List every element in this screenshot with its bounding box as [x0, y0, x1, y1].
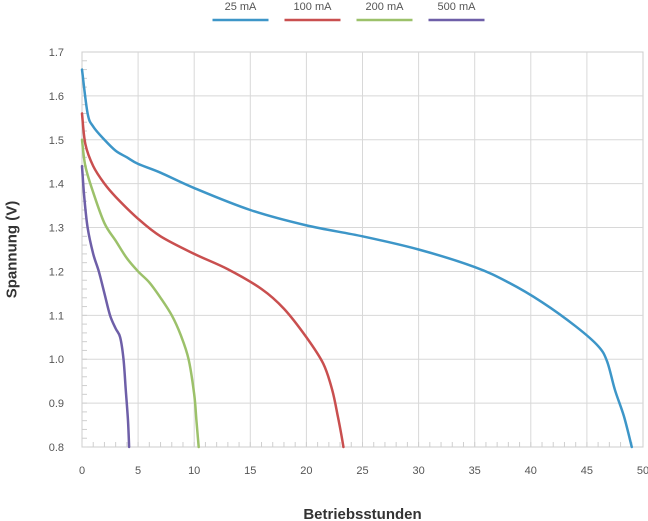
y-tick-label: 0.9	[49, 398, 64, 410]
x-tick-label: 5	[135, 465, 141, 477]
legend-item: 25 mA	[212, 1, 269, 22]
y-tick-label: 1.0	[49, 354, 64, 366]
grid	[82, 52, 643, 447]
x-tick-label: 35	[469, 465, 481, 477]
x-tick-label: 30	[412, 465, 424, 477]
x-axis-ticks: 0 5 10 15 20 25 30 35 40 45 50	[79, 465, 648, 477]
series-line-200-ma	[80, 138, 200, 449]
series-line-100-ma	[80, 112, 345, 449]
x-tick-label: 45	[581, 465, 593, 477]
y-tick-label: 0.8	[49, 442, 64, 454]
y-tick-label: 1.4	[49, 179, 64, 191]
y-tick-label: 1.5	[49, 135, 64, 147]
y-tick-label: 1.7	[49, 47, 64, 59]
legend-item: 100 mA	[284, 1, 341, 22]
series-line-500-ma	[80, 164, 131, 449]
y-axis-ticks: 0.8 0.9 1.0 1.1 1.2 1.3 1.4 1.5 1.6 1.7	[49, 47, 64, 454]
legend-label: 200 mA	[366, 1, 405, 13]
x-tick-label: 0	[79, 465, 85, 477]
legend-label: 25 mA	[225, 1, 257, 13]
y-tick-label: 1.2	[49, 266, 64, 278]
x-tick-label: 20	[300, 465, 312, 477]
x-tick-label: 10	[188, 465, 200, 477]
minor-ticks	[81, 51, 644, 448]
x-tick-label: 50	[637, 465, 648, 477]
series-line-25-ma	[80, 68, 634, 449]
y-tick-label: 1.1	[49, 310, 64, 322]
y-tick-label: 1.3	[49, 223, 64, 235]
legend-label: 500 mA	[438, 1, 477, 13]
series-layer	[80, 68, 634, 449]
x-axis-title: Betriebsstunden	[303, 506, 421, 521]
y-axis-title: Spannung (V)	[4, 201, 21, 299]
legend-label: 100 mA	[294, 1, 333, 13]
legend: 25 mA 100 mA 200 mA 500 mA	[212, 1, 485, 22]
x-tick-label: 15	[244, 465, 256, 477]
legend-item: 500 mA	[428, 1, 485, 22]
x-tick-label: 25	[356, 465, 368, 477]
x-tick-label: 40	[525, 465, 537, 477]
legend-item: 200 mA	[356, 1, 413, 22]
y-tick-label: 1.6	[49, 91, 64, 103]
